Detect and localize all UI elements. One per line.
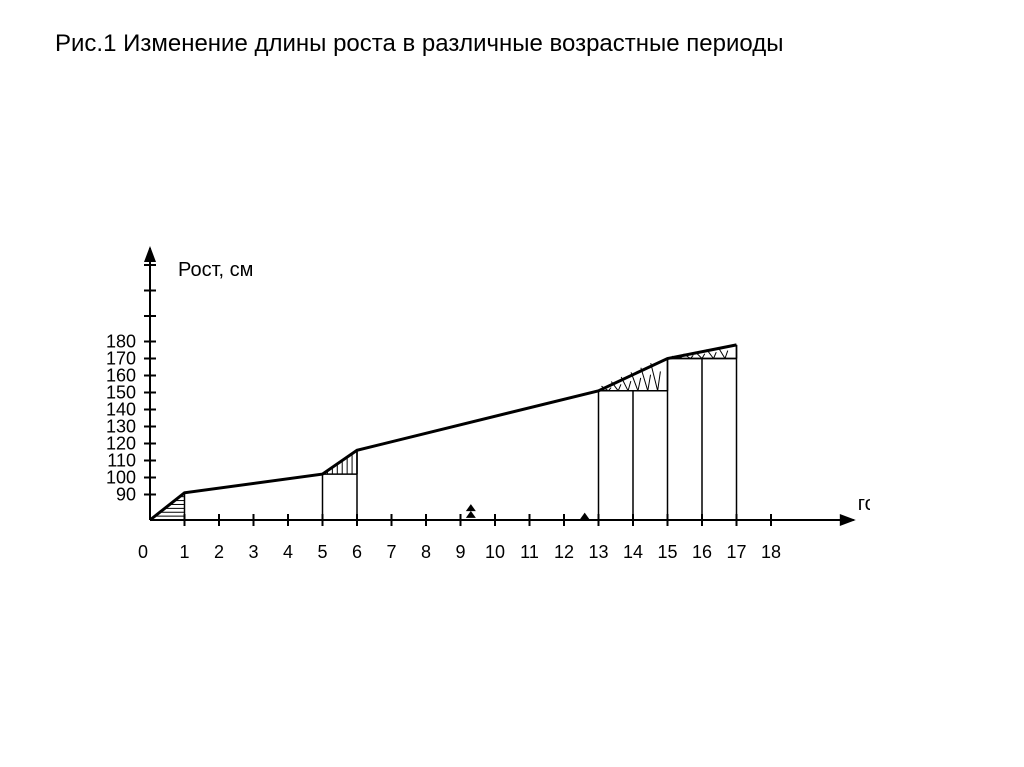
svg-text:15: 15 (657, 542, 677, 562)
svg-text:180: 180 (106, 332, 136, 352)
svg-text:120: 120 (106, 434, 136, 454)
svg-text:4: 4 (283, 542, 293, 562)
svg-text:110: 110 (107, 451, 136, 471)
svg-text:14: 14 (623, 542, 643, 562)
svg-text:Рост, см: Рост, см (178, 259, 253, 281)
svg-text:150: 150 (106, 383, 136, 403)
svg-text:0: 0 (138, 542, 148, 562)
svg-text:7: 7 (386, 542, 396, 562)
svg-text:90: 90 (116, 485, 136, 505)
svg-text:12: 12 (554, 542, 574, 562)
svg-text:17: 17 (726, 542, 746, 562)
svg-text:100: 100 (106, 468, 136, 488)
growth-chart: 90100110120130140150160170180Рост, см123… (70, 120, 870, 580)
svg-text:170: 170 (106, 349, 136, 369)
figure-title: Рис.1 Изменение длины роста в различные … (55, 30, 783, 58)
svg-text:10: 10 (485, 542, 505, 562)
svg-text:9: 9 (455, 542, 465, 562)
svg-text:6: 6 (352, 542, 362, 562)
svg-text:130: 130 (106, 417, 136, 437)
svg-text:16: 16 (692, 542, 712, 562)
svg-text:2: 2 (214, 542, 224, 562)
svg-text:8: 8 (421, 542, 431, 562)
svg-text:160: 160 (106, 366, 136, 386)
svg-text:11: 11 (520, 542, 539, 562)
figure-container: Рис.1 Изменение длины роста в различные … (0, 0, 1024, 767)
svg-text:5: 5 (317, 542, 327, 562)
svg-text:140: 140 (106, 400, 136, 420)
svg-text:1: 1 (179, 542, 189, 562)
svg-text:13: 13 (588, 542, 608, 562)
svg-text:18: 18 (761, 542, 781, 562)
svg-text:3: 3 (248, 542, 258, 562)
svg-text:года: года (858, 493, 870, 515)
